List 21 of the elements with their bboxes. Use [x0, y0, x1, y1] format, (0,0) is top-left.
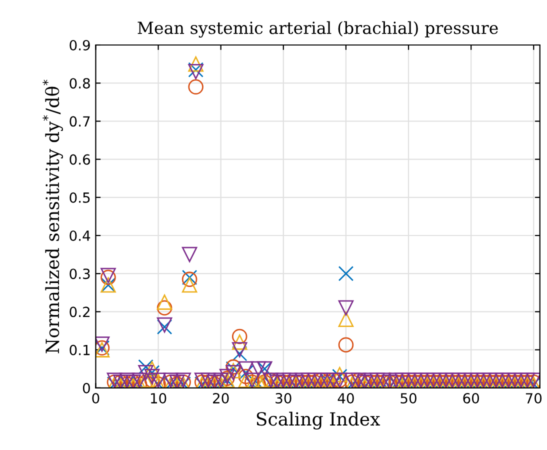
y-tick-label: 0.5	[70, 192, 90, 203]
y-tick-label: 0.9	[70, 40, 90, 50]
y-axis-title: Normalized sensitivity dy$^{*}$/dθ$^{*}$	[42, 80, 63, 354]
x-tick-label: 60	[463, 393, 479, 404]
y-tick-label: 0.8	[70, 78, 90, 89]
y-tick-label: 0.7	[70, 116, 90, 127]
y-tick-label: 0.3	[70, 268, 90, 280]
x-tick-label: 10	[150, 393, 166, 404]
x-tick-label: 20	[213, 393, 229, 404]
chart-title: Mean systemic arterial (brachial) pressure	[138, 21, 498, 38]
y-tick-label: 0.2	[70, 306, 90, 318]
x-tick-label: 0	[92, 393, 100, 404]
y-tick-label: 0.4	[70, 230, 90, 241]
x-tick-label: 70	[526, 393, 542, 404]
y-tick-label: 0.6	[70, 154, 90, 165]
y-tick-label: 0	[82, 382, 90, 394]
y-tick-label: 0.1	[70, 344, 90, 356]
x-tick-label: 50	[400, 393, 416, 404]
x-tick-label: 40	[338, 393, 354, 404]
x-axis-title: Scaling Index	[256, 412, 380, 430]
x-tick-label: 30	[276, 393, 292, 404]
